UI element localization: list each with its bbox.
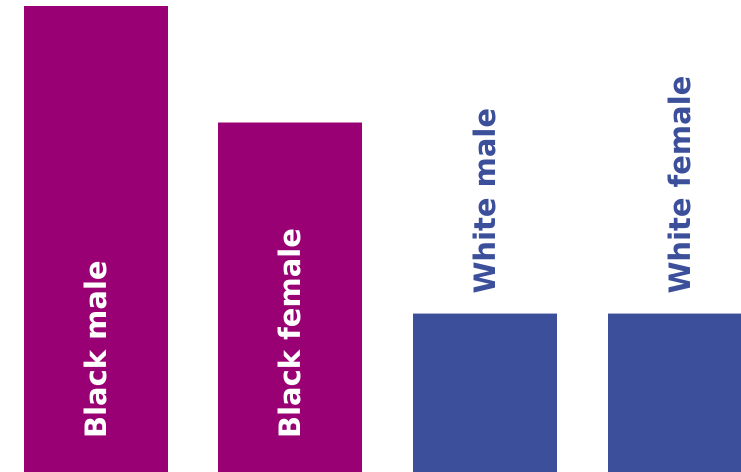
bar-black-male	[24, 6, 168, 472]
bar-label-white-male: White male	[468, 108, 502, 294]
bar-labels-group: Black male Black female White male White fe…	[79, 76, 697, 438]
bar-white-male	[413, 313, 557, 472]
bar-black-female	[218, 122, 362, 472]
bar-label-black-female: Black female	[273, 228, 307, 438]
bar-white-female	[608, 313, 741, 472]
bar-label-white-female: White female	[663, 76, 697, 294]
bar-label-black-male: Black male	[79, 260, 113, 438]
bars-group	[24, 6, 741, 472]
